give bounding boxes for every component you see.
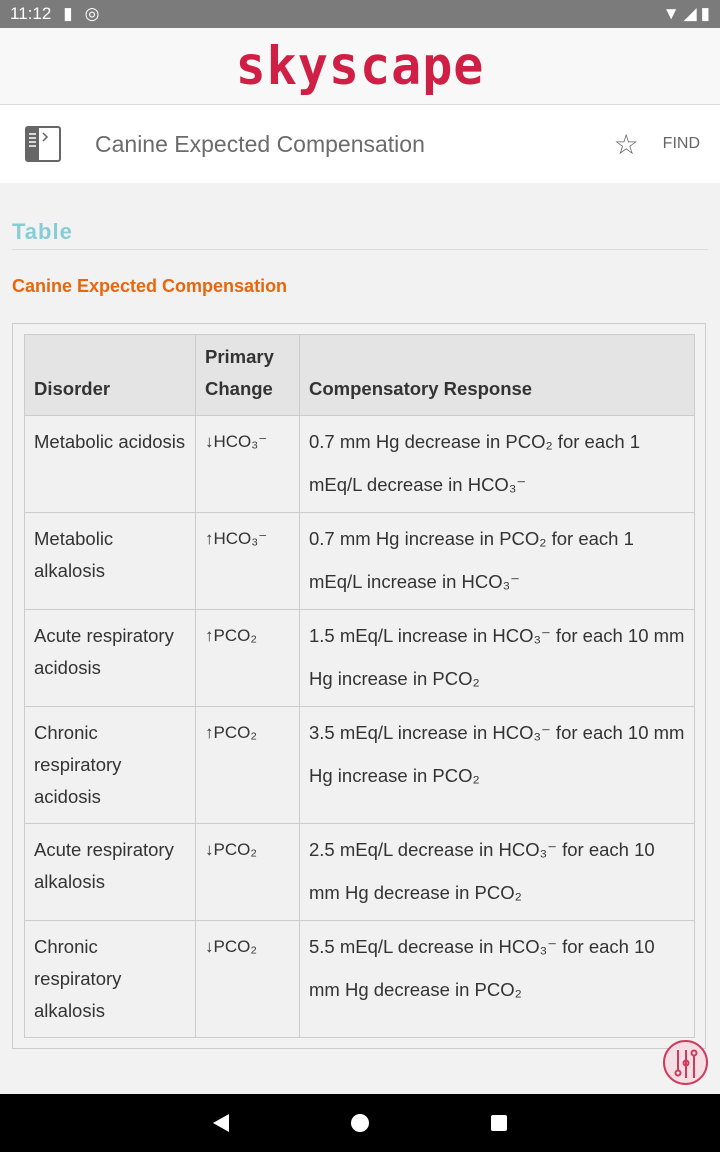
compensatory-response-cell: 1.5 mEq/L increase in HCO₃⁻ for each 10 … [299, 609, 695, 707]
primary-change-cell: ↓HCO₃⁻ [195, 415, 300, 513]
back-icon[interactable] [212, 1113, 230, 1133]
primary-change-cell: ↑PCO₂ [195, 706, 300, 824]
disorder-cell: Metabolic acidosis [24, 415, 196, 513]
compensatory-response-cell: 0.7 mm Hg decrease in PCO₂ for each 1 mE… [299, 415, 695, 513]
compensatory-response-cell: 2.5 mEq/L decrease in HCO₃⁻ for each 10 … [299, 823, 695, 921]
table-row: Chronic respiratory acidosis ↑PCO₂ 3.5 mEq… [24, 706, 695, 824]
column-header: Primary Change [195, 334, 300, 416]
sync-icon: ◎ [84, 4, 100, 23]
find-button[interactable]: FIND [662, 135, 700, 152]
disorder-cell: Chronic respiratory alkalosis [24, 920, 196, 1038]
book-toc-icon[interactable] [25, 126, 61, 162]
table-row: Acute respiratory alkalosis ↓PCO₂ 2.5 mEq/… [24, 823, 695, 921]
column-header: Disorder [24, 334, 196, 416]
table-row: Acute respiratory acidosis ↑PCO₂ 1.5 mEq/L… [24, 609, 695, 707]
title-bar: Canine Expected Compensation ☆ FIND [0, 105, 720, 183]
wifi-icon: ▼ [662, 4, 680, 23]
disorder-cell: Chronic respiratory acidosis [24, 706, 196, 824]
logo-text: skyscape [235, 35, 485, 97]
table-row: Chronic respiratory alkalosis ↓PCO₂ 5.5 mE… [24, 920, 695, 1038]
navigation-bar [0, 1094, 720, 1152]
app-logo: skyscape [0, 28, 720, 105]
display-settings-button[interactable] [663, 1040, 708, 1085]
status-bar: 11:12 ▮ ◎ ▼ ◢ ▮ [0, 0, 720, 28]
compensatory-response-cell: 5.5 mEq/L decrease in HCO₃⁻ for each 10 … [299, 920, 695, 1038]
compensation-table: Disorder Primary Change Compensatory Res… [24, 334, 695, 1038]
sd-card-icon: ▮ [63, 4, 73, 23]
primary-change-cell: ↓PCO₂ [195, 920, 300, 1038]
battery-icon: ▮ [700, 4, 710, 23]
primary-change-cell: ↑PCO₂ [195, 609, 300, 707]
favorite-star-icon[interactable]: ☆ [613, 128, 639, 160]
compensatory-response-cell: 3.5 mEq/L increase in HCO₃⁻ for each 10 … [299, 706, 695, 824]
page-title: Canine Expected Compensation [95, 130, 425, 157]
recents-icon[interactable] [490, 1114, 508, 1132]
column-header: Compensatory Response [299, 334, 695, 416]
clock: 11:12 [10, 4, 52, 23]
sliders-icon [674, 1049, 697, 1078]
section-heading: Table [12, 219, 708, 250]
home-icon[interactable] [350, 1113, 370, 1133]
compensatory-response-cell: 0.7 mm Hg increase in PCO₂ for each 1 mE… [299, 512, 695, 610]
table-row: Metabolic acidosis ↓HCO₃⁻ 0.7 mm Hg decrea… [24, 415, 695, 513]
disorder-cell: Acute respiratory acidosis [24, 609, 196, 707]
disorder-cell: Metabolic alkalosis [24, 512, 196, 610]
primary-change-cell: ↓PCO₂ [195, 823, 300, 921]
table-container: Disorder Primary Change Compensatory Res… [12, 323, 706, 1049]
table-row: Metabolic alkalosis ↑HCO₃⁻ 0.7 mm Hg incre… [24, 512, 695, 610]
signal-icon: ◢ [683, 4, 697, 23]
table-title: Canine Expected Compensation [12, 276, 288, 296]
disorder-cell: Acute respiratory alkalosis [24, 823, 196, 921]
primary-change-cell: ↑HCO₃⁻ [195, 512, 300, 610]
